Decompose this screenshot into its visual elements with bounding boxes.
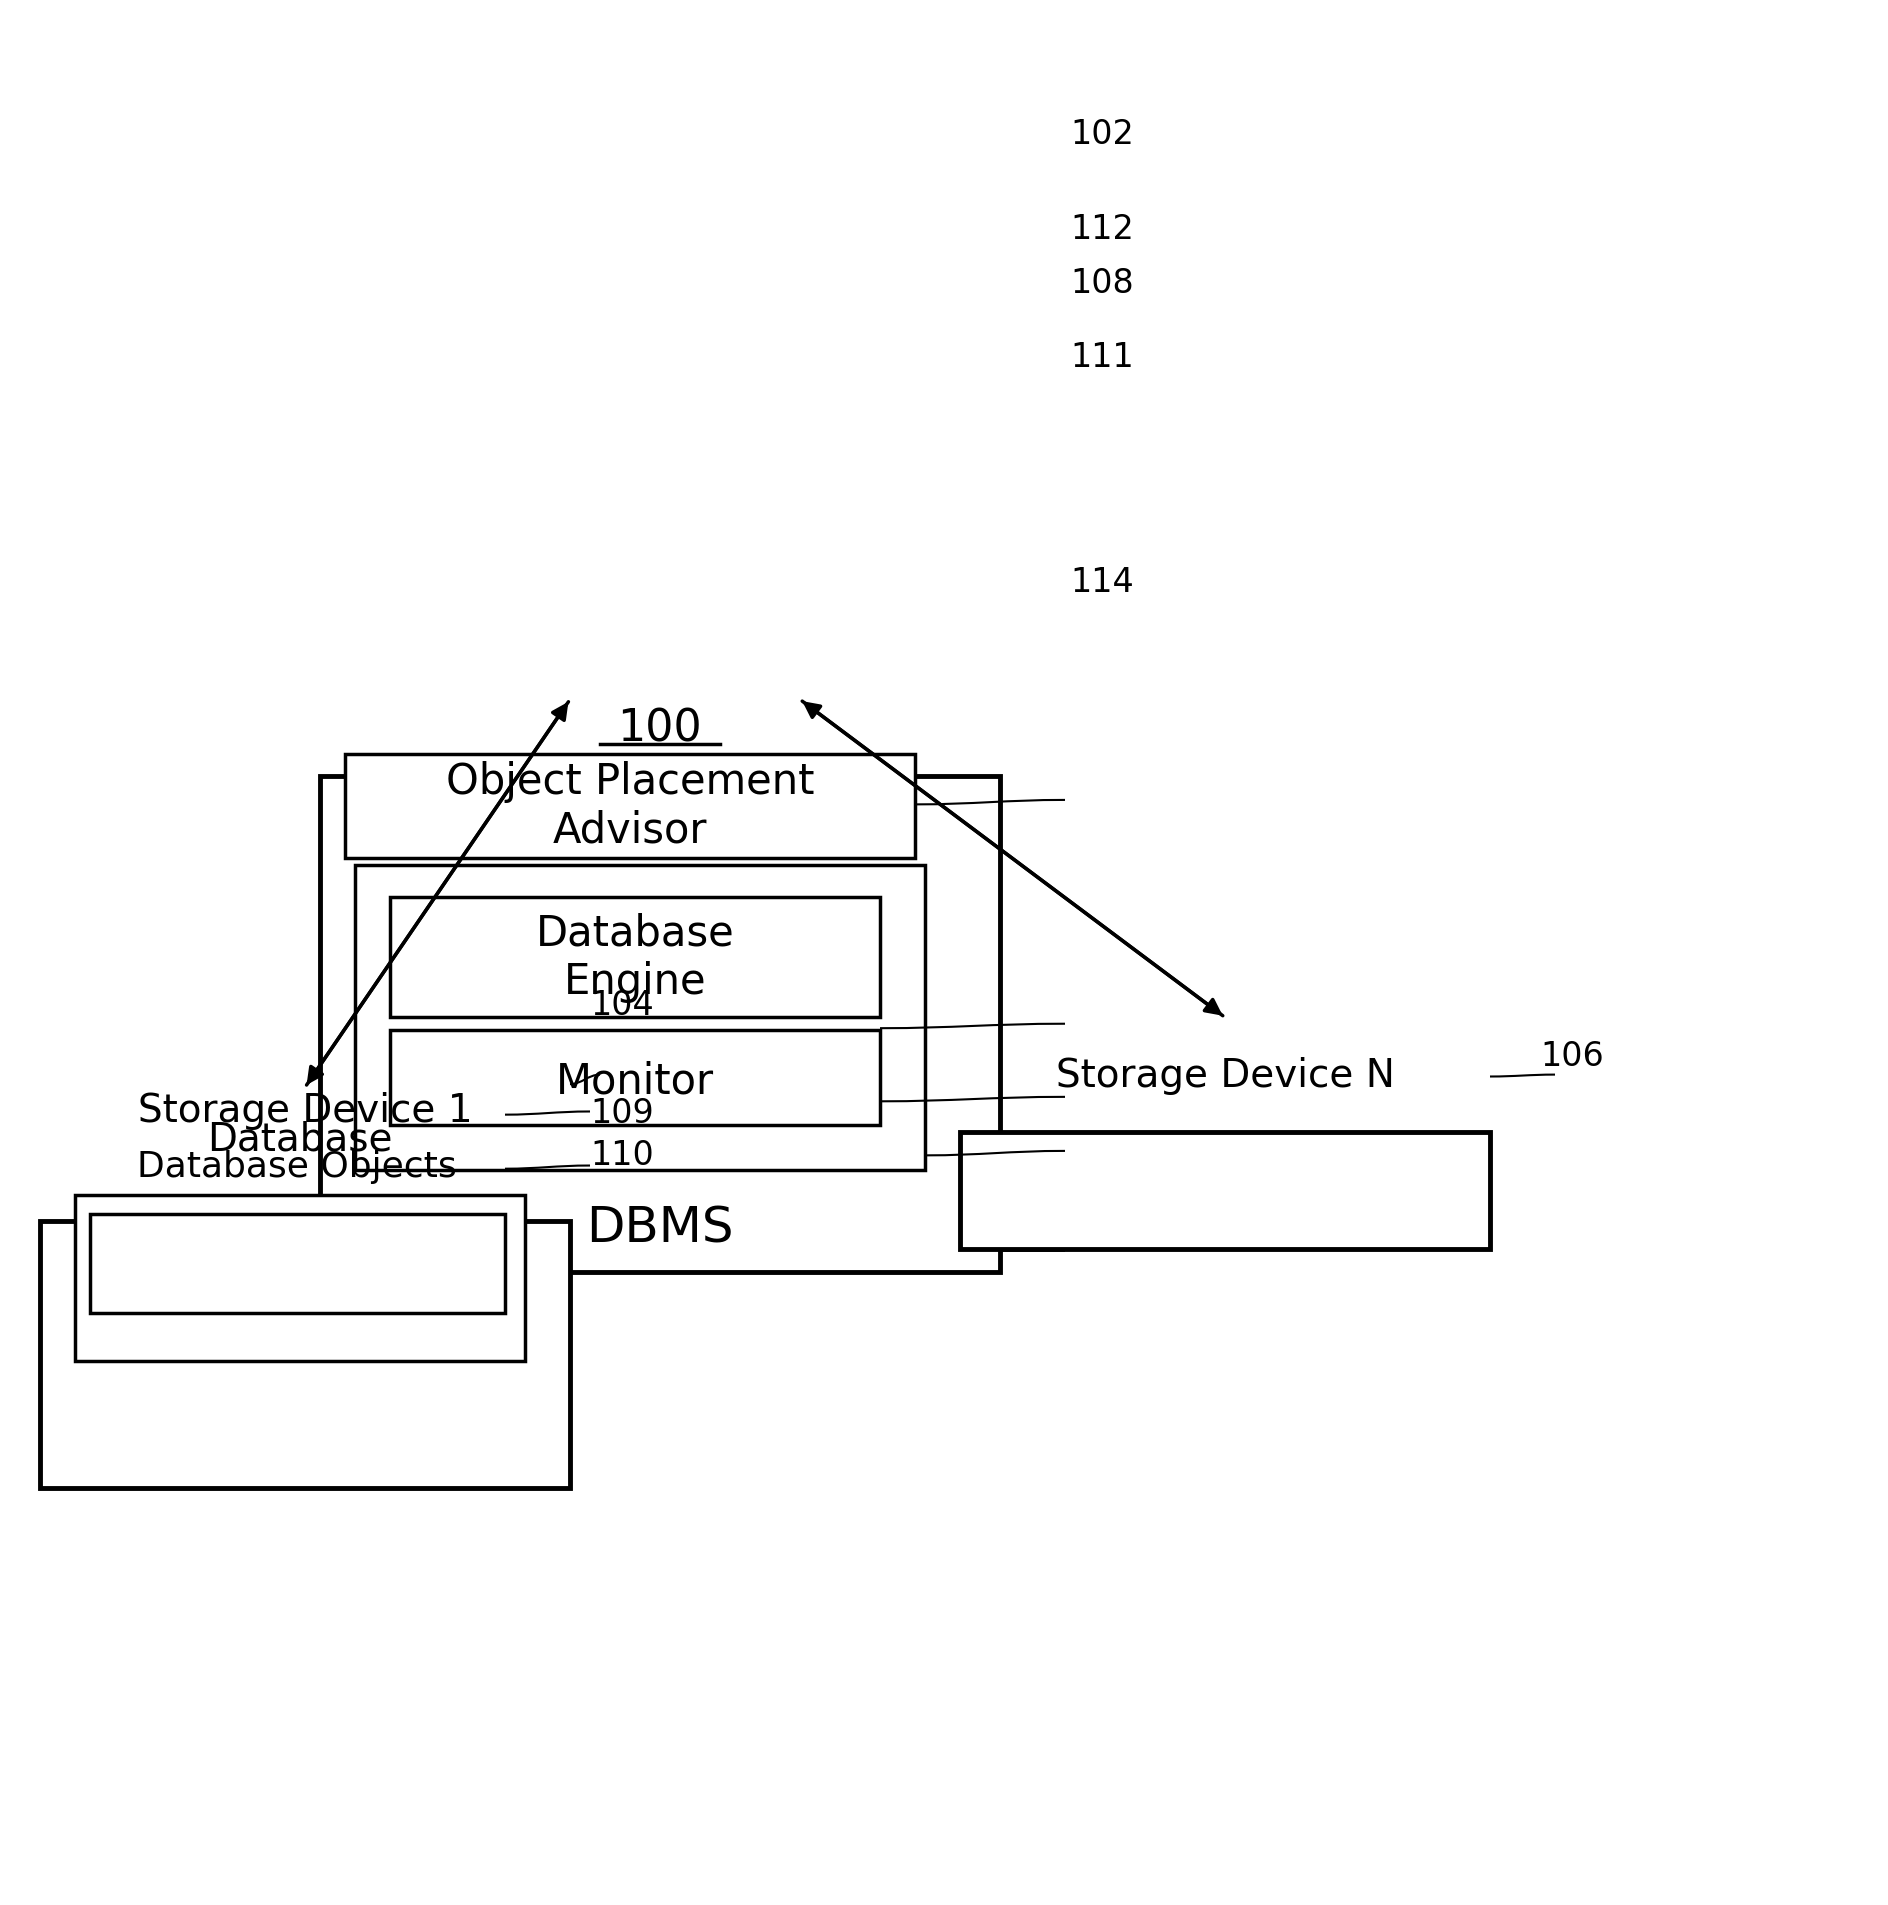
Text: Storage Device N: Storage Device N <box>1055 1055 1395 1093</box>
Bar <box>959 1132 1490 1250</box>
Bar <box>40 1221 570 1488</box>
Text: 114: 114 <box>1070 566 1135 598</box>
Text: 110: 110 <box>589 1137 653 1172</box>
Bar <box>346 754 916 859</box>
Text: Database: Database <box>208 1120 393 1158</box>
Text: 111: 111 <box>1070 341 1135 373</box>
Text: 104: 104 <box>589 989 653 1021</box>
Text: 102: 102 <box>1070 118 1135 150</box>
Bar <box>391 1031 880 1126</box>
Text: 108: 108 <box>1070 267 1133 301</box>
Bar <box>76 1196 525 1360</box>
Text: Database Objects: Database Objects <box>138 1149 457 1183</box>
Text: Monitor: Monitor <box>555 1061 714 1103</box>
Text: 112: 112 <box>1070 213 1135 246</box>
Bar <box>391 897 880 1017</box>
Text: Storage Device 1: Storage Device 1 <box>138 1092 472 1130</box>
Text: Object Placement
Advisor: Object Placement Advisor <box>446 760 814 852</box>
Bar <box>355 865 925 1170</box>
Text: 100: 100 <box>617 707 702 751</box>
Bar <box>91 1215 504 1313</box>
Text: DBMS: DBMS <box>587 1204 734 1252</box>
Bar <box>319 777 1001 1273</box>
Text: 109: 109 <box>589 1097 653 1130</box>
Text: Database
Engine: Database Engine <box>536 912 734 1002</box>
Text: 106: 106 <box>1541 1040 1603 1073</box>
